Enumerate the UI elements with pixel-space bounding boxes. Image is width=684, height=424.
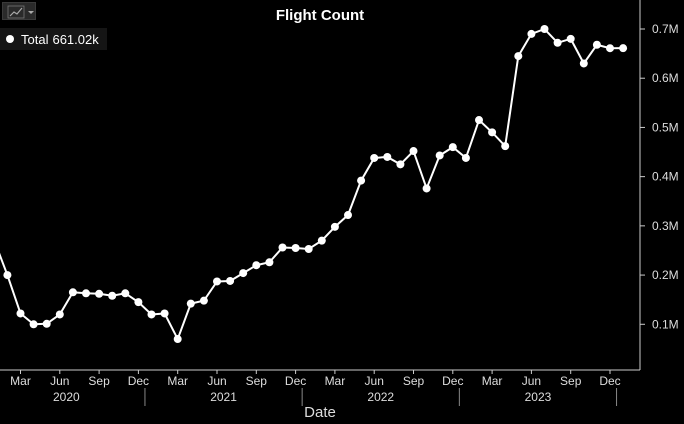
x-tick-label: Sep bbox=[403, 374, 425, 388]
caret-down-icon bbox=[28, 11, 34, 14]
data-point bbox=[330, 222, 339, 231]
y-tick-label: 0.6M bbox=[652, 71, 679, 85]
x-tick-label: Mar bbox=[167, 374, 188, 388]
data-point bbox=[304, 244, 313, 253]
data-point bbox=[606, 44, 614, 53]
x-tick-label: Jun bbox=[207, 374, 226, 388]
data-point bbox=[213, 277, 221, 286]
data-point bbox=[16, 309, 25, 318]
data-point bbox=[55, 310, 64, 319]
data-point bbox=[448, 143, 457, 152]
series-line bbox=[0, 27, 624, 342]
data-point bbox=[553, 38, 562, 47]
data-point bbox=[396, 160, 405, 169]
data-point bbox=[265, 258, 274, 267]
data-point bbox=[199, 296, 208, 305]
data-point bbox=[579, 59, 588, 68]
x-tick-label: Dec bbox=[599, 374, 620, 388]
x-axis-label: Date bbox=[304, 404, 336, 421]
year-label: 2020 bbox=[53, 390, 80, 404]
year-label: 2022 bbox=[367, 390, 394, 404]
x-tick-label: Dec bbox=[128, 374, 149, 388]
data-point bbox=[540, 25, 549, 33]
y-tick-label: 0.1M bbox=[652, 317, 679, 331]
x-tick-label: Dec bbox=[285, 374, 306, 388]
legend-value: 661.02k bbox=[52, 31, 99, 47]
data-point bbox=[422, 184, 431, 193]
data-point bbox=[566, 34, 575, 43]
y-tick-label: 0.5M bbox=[652, 120, 679, 134]
data-point bbox=[370, 153, 379, 162]
data-point bbox=[291, 244, 300, 253]
x-tick-label: Mar bbox=[482, 374, 503, 388]
data-point bbox=[278, 243, 287, 252]
data-point bbox=[226, 276, 235, 285]
data-point bbox=[435, 151, 444, 160]
data-point bbox=[488, 128, 497, 137]
data-point bbox=[3, 271, 12, 280]
data-point bbox=[252, 261, 261, 270]
y-tick-label: 0.2M bbox=[652, 268, 679, 282]
x-tick-label: Mar bbox=[325, 374, 346, 388]
data-point bbox=[344, 211, 352, 220]
y-tick-label: 0.7M bbox=[652, 22, 679, 36]
data-point bbox=[514, 52, 523, 61]
legend-label: Total bbox=[21, 31, 49, 47]
x-tick-label: Jun bbox=[50, 374, 69, 388]
data-point bbox=[592, 40, 601, 49]
x-tick-label: Sep bbox=[88, 374, 110, 388]
x-tick-label: Sep bbox=[560, 374, 582, 388]
data-point bbox=[173, 335, 182, 344]
data-point bbox=[409, 147, 418, 156]
data-point bbox=[42, 319, 51, 328]
data-point bbox=[82, 289, 90, 298]
data-point bbox=[357, 176, 366, 185]
x-tick-label: Sep bbox=[246, 374, 268, 388]
data-point bbox=[121, 289, 130, 298]
data-point bbox=[475, 116, 483, 125]
data-point bbox=[186, 299, 195, 308]
chart-type-button[interactable] bbox=[2, 2, 36, 20]
data-point bbox=[619, 44, 628, 53]
data-point bbox=[239, 269, 248, 278]
data-point bbox=[95, 289, 104, 298]
x-tick-label: Mar bbox=[10, 374, 31, 388]
data-point bbox=[134, 298, 143, 307]
data-point bbox=[68, 288, 77, 297]
chart-title: Flight Count bbox=[275, 7, 365, 24]
legend[interactable]: Total 661.02k bbox=[0, 28, 107, 50]
x-tick-label: Jun bbox=[365, 374, 384, 388]
year-label: 2021 bbox=[210, 390, 237, 404]
data-point bbox=[29, 320, 38, 329]
y-tick-label: 0.4M bbox=[652, 170, 679, 184]
data-point bbox=[527, 29, 536, 38]
data-point bbox=[108, 291, 117, 300]
line-chart-icon bbox=[7, 5, 34, 19]
data-point bbox=[383, 152, 392, 161]
year-label: 2023 bbox=[525, 390, 552, 404]
data-point bbox=[147, 310, 156, 319]
data-point bbox=[501, 142, 510, 151]
x-tick-label: Jun bbox=[522, 374, 541, 388]
data-point bbox=[461, 153, 470, 162]
data-point bbox=[317, 236, 326, 245]
y-tick-label: 0.3M bbox=[652, 219, 679, 233]
data-point bbox=[160, 309, 169, 318]
legend-marker bbox=[6, 35, 14, 43]
x-tick-label: Dec bbox=[442, 374, 463, 388]
